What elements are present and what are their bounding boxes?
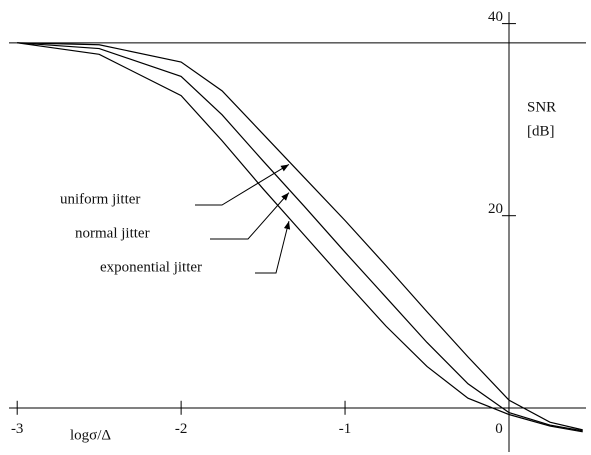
series-line [17, 42, 583, 432]
y-axis-label: [dB] [527, 123, 555, 139]
y-axis-label: SNR [527, 99, 556, 115]
x-tick-label: -2 [175, 421, 188, 437]
annotation-arrow [195, 164, 290, 206]
legend-label: uniform jitter [60, 191, 140, 207]
series-line [17, 42, 583, 433]
annotation-arrow [210, 192, 290, 240]
x-tick-label: -3 [11, 421, 24, 437]
y-tick-label: 20 [488, 201, 503, 217]
annotation-arrow [255, 221, 291, 274]
x-tick-label: 0 [495, 421, 503, 437]
y-tick-label: 40 [488, 9, 503, 25]
legend-label: normal jitter [75, 225, 150, 241]
legend-label: exponential jitter [100, 259, 202, 275]
x-axis-label: logσ/Δ [70, 427, 111, 443]
series-line [17, 42, 583, 431]
x-tick-label: -1 [339, 421, 352, 437]
